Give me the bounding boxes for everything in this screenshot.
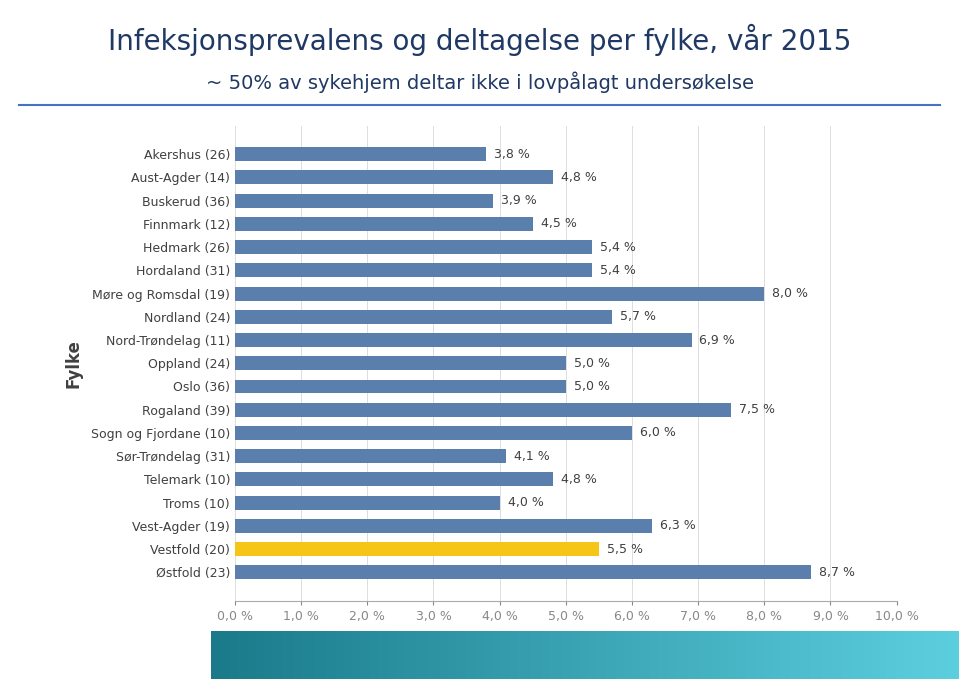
Text: 8,7 %: 8,7 % — [819, 566, 854, 579]
Bar — [235, 426, 632, 440]
Bar — [235, 496, 500, 510]
Bar — [235, 380, 566, 393]
Text: 3,9 %: 3,9 % — [501, 194, 537, 207]
Text: ⚙: ⚙ — [17, 646, 34, 664]
Text: 5,0 %: 5,0 % — [573, 356, 610, 370]
Text: folkehelseinstituttet: folkehelseinstituttet — [74, 650, 172, 660]
Text: 4,8 %: 4,8 % — [560, 473, 596, 486]
Bar — [235, 170, 552, 185]
Bar — [235, 542, 598, 556]
Bar — [235, 333, 691, 347]
X-axis label: Prevalens av totalt antall HAI: Prevalens av totalt antall HAI — [439, 631, 692, 646]
Text: 5,4 %: 5,4 % — [600, 264, 636, 277]
Text: 4,1 %: 4,1 % — [514, 449, 550, 462]
Text: 8,0 %: 8,0 % — [772, 287, 808, 300]
Y-axis label: Fylke: Fylke — [64, 339, 82, 388]
Bar — [235, 403, 731, 417]
Text: 6,0 %: 6,0 % — [640, 426, 676, 439]
Bar — [235, 310, 612, 324]
Text: Infeksjonsprevalens og deltagelse per fylke, vår 2015: Infeksjonsprevalens og deltagelse per fy… — [107, 24, 852, 56]
Text: 5,5 %: 5,5 % — [607, 543, 643, 555]
Text: 5,4 %: 5,4 % — [600, 240, 636, 254]
Bar — [235, 147, 486, 161]
Bar — [235, 263, 593, 277]
Text: 4,0 %: 4,0 % — [507, 496, 544, 509]
Text: 6,9 %: 6,9 % — [699, 333, 736, 346]
Text: 7,5 %: 7,5 % — [739, 403, 775, 416]
Bar — [235, 287, 764, 301]
Bar — [235, 356, 566, 370]
Bar — [235, 194, 493, 208]
Bar — [235, 473, 552, 486]
Text: 4,5 %: 4,5 % — [541, 217, 576, 230]
Text: 5,7 %: 5,7 % — [620, 310, 656, 323]
Bar — [235, 519, 652, 533]
Text: 4,8 %: 4,8 % — [560, 171, 596, 184]
Text: 6,3 %: 6,3 % — [660, 519, 695, 532]
Bar — [235, 449, 506, 463]
Text: 3,8 %: 3,8 % — [494, 148, 530, 161]
Bar — [235, 240, 593, 254]
Text: ~ 50% av sykehjem deltar ikke i lovpålagt undersøkelse: ~ 50% av sykehjem deltar ikke i lovpålag… — [205, 71, 754, 93]
Bar — [235, 217, 533, 231]
Bar — [235, 566, 810, 579]
Text: 5,0 %: 5,0 % — [573, 380, 610, 393]
